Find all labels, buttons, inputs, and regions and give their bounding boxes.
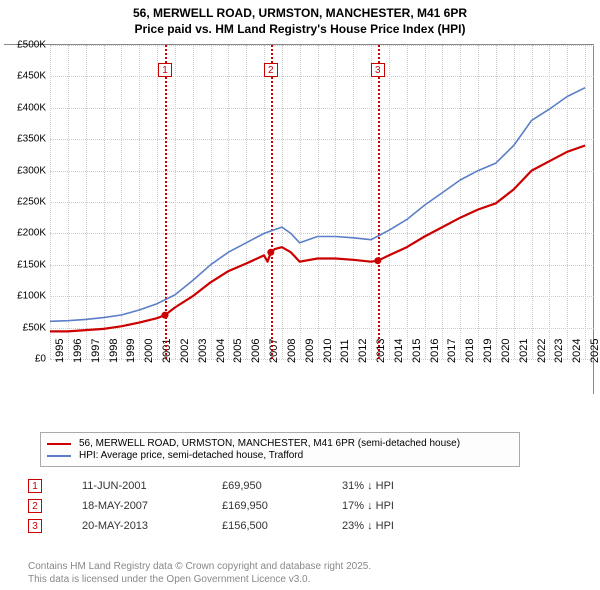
sales-row: 1 11-JUN-2001£69,95031% ↓ HPI <box>28 476 462 496</box>
y-axis-label: £400K <box>17 102 46 113</box>
footer-line-2: This data is licensed under the Open Gov… <box>28 573 371 586</box>
sales-row: 3 20-MAY-2013£156,50023% ↓ HPI <box>28 516 462 536</box>
y-axis-label: £0 <box>35 354 46 365</box>
y-axis-label: £300K <box>17 165 46 176</box>
series-line-hpi <box>50 88 585 322</box>
sale-point-dot <box>162 312 169 319</box>
legend-label-property: 56, MERWELL ROAD, URMSTON, MANCHESTER, M… <box>79 438 460 449</box>
y-axis-label: £100K <box>17 291 46 302</box>
legend-swatch-hpi <box>47 455 71 457</box>
legend: 56, MERWELL ROAD, URMSTON, MANCHESTER, M… <box>40 432 520 467</box>
legend-row-property: 56, MERWELL ROAD, URMSTON, MANCHESTER, M… <box>47 438 513 449</box>
sales-row-price: £156,500 <box>222 520 342 532</box>
sale-point-dot <box>374 257 381 264</box>
title-line-1: 56, MERWELL ROAD, URMSTON, MANCHESTER, M… <box>0 6 600 22</box>
sales-row-delta: 23% ↓ HPI <box>342 520 462 532</box>
sales-row-price: £69,950 <box>222 480 342 492</box>
sales-row-delta: 31% ↓ HPI <box>342 480 462 492</box>
y-axis-label: £200K <box>17 228 46 239</box>
sales-row: 2 18-MAY-2007£169,95017% ↓ HPI <box>28 496 462 516</box>
series-line-property <box>50 146 585 332</box>
sales-row-date: 18-MAY-2007 <box>82 500 222 512</box>
sales-row-date: 20-MAY-2013 <box>82 520 222 532</box>
sales-row-badge: 3 <box>28 519 42 533</box>
legend-swatch-property <box>47 443 71 445</box>
chart-title-block: 56, MERWELL ROAD, URMSTON, MANCHESTER, M… <box>0 0 600 37</box>
sale-point-dot <box>267 249 274 256</box>
title-line-2: Price paid vs. HM Land Registry's House … <box>0 22 600 38</box>
sales-row-badge: 2 <box>28 499 42 513</box>
sales-row-delta: 17% ↓ HPI <box>342 500 462 512</box>
footer: Contains HM Land Registry data © Crown c… <box>28 560 371 586</box>
chart-area: £0 £50K £100K £150K £200K £250K £300K £350K £400… <box>4 44 594 394</box>
sales-row-badge: 1 <box>28 479 42 493</box>
y-axis-label: £50K <box>23 322 46 333</box>
y-axis-label: £350K <box>17 134 46 145</box>
sales-table: 1 11-JUN-2001£69,95031% ↓ HPI 2 18-MAY-2007… <box>28 476 462 536</box>
y-axis-label: £150K <box>17 259 46 270</box>
series-svg <box>50 45 594 359</box>
footer-line-1: Contains HM Land Registry data © Crown c… <box>28 560 371 573</box>
y-axis-label: £250K <box>17 197 46 208</box>
legend-label-hpi: HPI: Average price, semi-detached house,… <box>79 450 303 461</box>
y-axis-label: £500K <box>17 40 46 51</box>
plot-region: £0£50K£100K£150K£200K£250K£300K£350K£400… <box>50 45 594 359</box>
y-axis-label: £450K <box>17 71 46 82</box>
sales-row-price: £169,950 <box>222 500 342 512</box>
sales-row-date: 11-JUN-2001 <box>82 480 222 492</box>
legend-row-hpi: HPI: Average price, semi-detached house,… <box>47 450 513 461</box>
